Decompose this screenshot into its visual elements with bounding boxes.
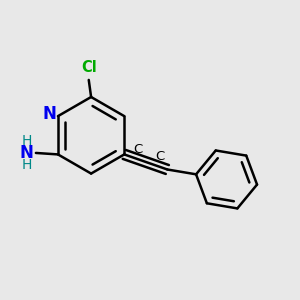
Text: H: H (21, 158, 32, 172)
Text: Cl: Cl (81, 60, 97, 75)
Text: N: N (20, 144, 33, 162)
Text: H: H (21, 134, 32, 148)
Text: C: C (134, 143, 143, 156)
Text: C: C (155, 150, 164, 163)
Text: N: N (43, 105, 57, 123)
